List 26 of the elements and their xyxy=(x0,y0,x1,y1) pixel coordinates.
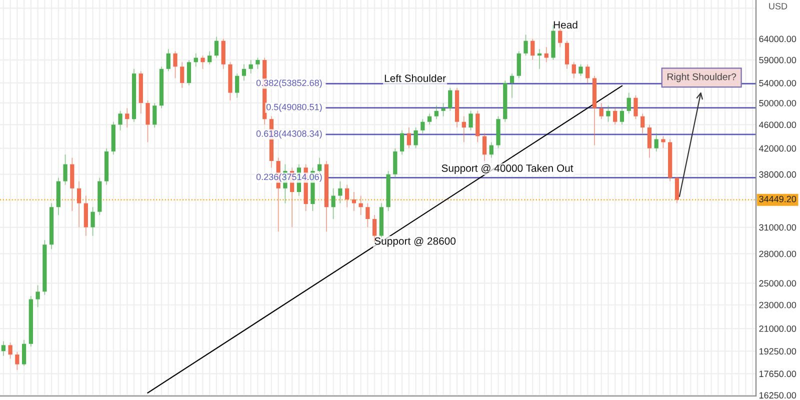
ref-line-label: 34449.20 xyxy=(759,196,796,202)
ref-line-label: 0.618(44308.34) xyxy=(256,130,322,139)
y-tick-label: 31000.00 xyxy=(759,224,796,231)
y-axis-title: USD xyxy=(769,3,788,10)
y-tick-label: 38000.00 xyxy=(759,171,796,178)
ref-line-label: 0.236(37514.06) xyxy=(256,173,322,182)
y-tick-label: 16250.00 xyxy=(759,392,796,399)
y-tick-label: 50000.00 xyxy=(759,100,796,106)
y-tick-label: 19250.00 xyxy=(759,348,796,355)
y-tick-label: 25000.00 xyxy=(759,280,796,287)
annotation: Left Shoulder xyxy=(384,74,446,82)
annotation: Head xyxy=(554,20,578,29)
y-tick-label: 28000.00 xyxy=(759,250,796,258)
annotation: Support @ 28600 xyxy=(374,237,456,247)
y-tick-label: 23000.00 xyxy=(759,302,796,308)
y-tick-label: 59000.00 xyxy=(759,56,796,64)
ref-line-label: 0.5(49080.51) xyxy=(266,104,322,112)
y-tick-label: 64000.00 xyxy=(759,36,796,42)
y-tick-label: 21000.00 xyxy=(759,325,796,332)
y-tick-label: 46000.00 xyxy=(758,122,796,128)
y-tick-label: 42000.00 xyxy=(758,145,796,152)
annotation: Support @ 40000 Taken Out xyxy=(442,164,574,174)
ref-line-label: 0.382(53852.68) xyxy=(256,79,322,88)
y-tick-label: 17650.00 xyxy=(759,370,796,378)
annotation: Right Shoulder? xyxy=(668,73,736,82)
y-tick-label: 54000.00 xyxy=(759,80,796,86)
